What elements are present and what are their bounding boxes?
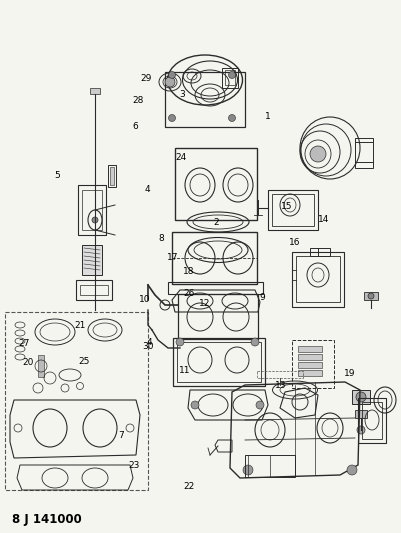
Bar: [168, 282, 262, 294]
Bar: [351, 390, 369, 404]
Circle shape: [346, 465, 356, 475]
Bar: [354, 410, 366, 418]
Text: 18: 18: [182, 268, 194, 276]
Bar: [291, 340, 333, 388]
Bar: [244, 455, 294, 477]
Circle shape: [176, 338, 184, 346]
Bar: [295, 256, 339, 302]
Bar: [172, 232, 256, 284]
Text: 3: 3: [178, 91, 184, 99]
Bar: [5, 312, 148, 490]
Bar: [172, 338, 264, 386]
Text: 20: 20: [22, 358, 33, 367]
Bar: [297, 346, 321, 352]
Bar: [297, 354, 321, 360]
Text: 4: 4: [144, 185, 150, 193]
Text: 30: 30: [142, 343, 154, 351]
Bar: [363, 292, 377, 300]
Circle shape: [242, 465, 252, 475]
Bar: [78, 185, 106, 235]
Bar: [225, 70, 235, 85]
Circle shape: [228, 115, 235, 122]
Text: 24: 24: [174, 154, 186, 162]
Circle shape: [168, 115, 175, 122]
Text: 6: 6: [132, 123, 138, 131]
Circle shape: [168, 71, 175, 78]
Text: 14: 14: [317, 215, 328, 224]
Text: 2: 2: [213, 219, 218, 227]
Text: 8: 8: [158, 235, 164, 243]
Bar: [256, 371, 302, 378]
Bar: [80, 285, 108, 295]
Bar: [38, 355, 44, 377]
Text: 16: 16: [289, 238, 300, 247]
Circle shape: [255, 401, 263, 409]
Text: 8 J 141000: 8 J 141000: [12, 513, 82, 526]
Bar: [110, 167, 114, 185]
Bar: [354, 138, 372, 168]
Text: 12: 12: [198, 300, 210, 308]
Text: 28: 28: [132, 96, 144, 104]
Bar: [164, 72, 244, 127]
Text: 4: 4: [146, 338, 152, 347]
Bar: [82, 245, 102, 275]
Bar: [108, 165, 116, 187]
Text: 1: 1: [265, 112, 270, 120]
Bar: [297, 362, 321, 368]
Bar: [176, 342, 260, 382]
Text: 17: 17: [166, 254, 178, 262]
Text: 27: 27: [18, 340, 29, 348]
Bar: [221, 68, 237, 88]
Bar: [178, 294, 257, 339]
Bar: [297, 370, 321, 376]
Text: 13: 13: [275, 382, 286, 390]
Text: 11: 11: [178, 366, 190, 375]
Text: 29: 29: [140, 75, 152, 83]
Circle shape: [367, 293, 373, 299]
Bar: [357, 398, 385, 443]
Bar: [361, 402, 381, 439]
Circle shape: [250, 338, 258, 346]
Text: 26: 26: [182, 289, 194, 297]
Text: 9: 9: [259, 293, 264, 302]
Bar: [76, 280, 112, 300]
Text: 7: 7: [118, 432, 124, 440]
Text: 15: 15: [281, 203, 292, 211]
Bar: [309, 248, 329, 256]
Circle shape: [356, 426, 364, 434]
Circle shape: [309, 146, 325, 162]
Circle shape: [228, 71, 235, 78]
Bar: [271, 194, 313, 226]
Bar: [90, 88, 100, 94]
Text: 5: 5: [54, 172, 60, 180]
Text: 10: 10: [138, 295, 150, 304]
Text: 23: 23: [128, 461, 140, 470]
Text: 25: 25: [78, 357, 89, 366]
Bar: [267, 190, 317, 230]
Bar: [174, 148, 256, 220]
Bar: [291, 252, 343, 307]
Text: 22: 22: [182, 482, 194, 490]
Circle shape: [164, 77, 174, 87]
Circle shape: [355, 392, 365, 402]
Circle shape: [190, 401, 198, 409]
Circle shape: [92, 217, 98, 223]
Text: 19: 19: [343, 369, 354, 377]
Text: 21: 21: [74, 321, 85, 329]
Bar: [82, 190, 102, 230]
